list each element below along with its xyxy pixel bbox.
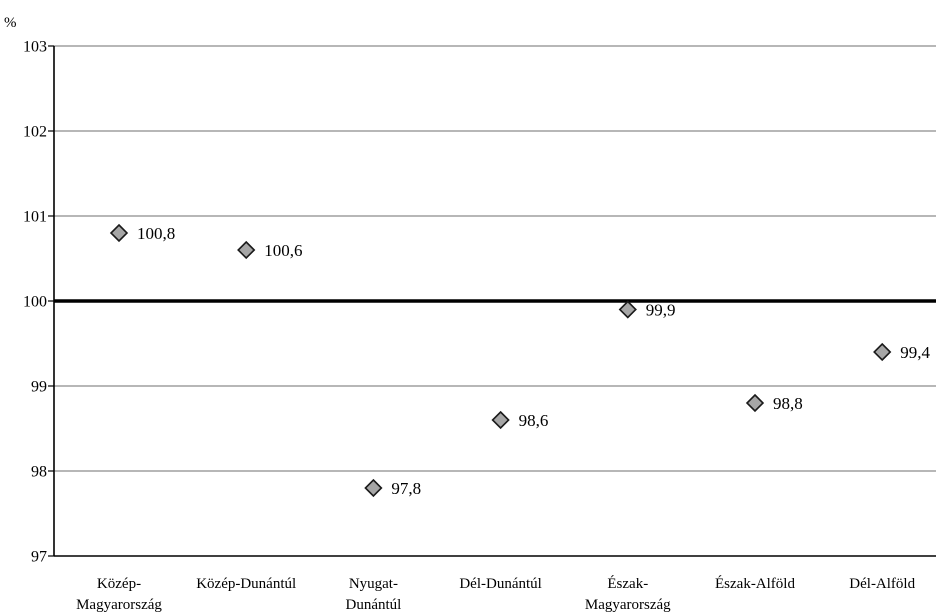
data-labels: 100,8 100,6 97,8 98,6 99,9 98,8 99,4 — [137, 224, 930, 498]
y-tick-label: 100 — [23, 294, 47, 311]
y-axis-ticks: 97 98 99 100 101 102 103 — [23, 39, 54, 566]
data-label: 99,9 — [646, 301, 676, 320]
data-label: 100,6 — [264, 241, 302, 260]
x-category-label: Közép-Dunántúl — [196, 576, 296, 592]
data-label: 100,8 — [137, 224, 175, 243]
x-category-label: Észak-Alföld — [715, 575, 795, 592]
x-category-label: Nyugat- — [349, 576, 398, 592]
data-point-marker — [109, 223, 129, 243]
y-tick-label: 103 — [23, 39, 47, 56]
x-category-label: Magyarország — [585, 597, 671, 613]
data-label: 97,8 — [391, 479, 421, 498]
x-category-label: Dunántúl — [345, 597, 401, 613]
gridlines — [54, 45, 936, 472]
data-point-marker — [873, 342, 892, 362]
y-tick-label: 101 — [23, 209, 47, 226]
y-tick-label: 98 — [31, 464, 47, 481]
y-tick-label: 99 — [31, 379, 47, 396]
x-category-label: Közép- — [97, 576, 141, 592]
y-tick-label: 97 — [31, 549, 47, 566]
data-point-marker — [364, 478, 383, 498]
x-category-label: Dél-Alföld — [849, 576, 915, 592]
data-point-marker — [491, 410, 510, 430]
data-point-marker — [237, 240, 256, 260]
x-category-label: Magyarország — [76, 597, 162, 613]
data-label: 99,4 — [900, 343, 930, 362]
x-axis-categories: Közép- Magyarország Közép-Dunántúl Nyugat- D… — [76, 575, 915, 613]
x-category-label: Észak- — [607, 575, 648, 592]
x-category-label: Dél-Dunántúl — [459, 576, 541, 592]
y-axis-unit-label: % — [4, 15, 17, 31]
data-point-marker — [618, 300, 637, 319]
data-label: 98,8 — [773, 394, 803, 413]
y-tick-label: 102 — [23, 124, 47, 141]
data-points — [109, 223, 892, 498]
data-label: 98,6 — [519, 411, 549, 430]
data-point-marker — [745, 393, 765, 413]
